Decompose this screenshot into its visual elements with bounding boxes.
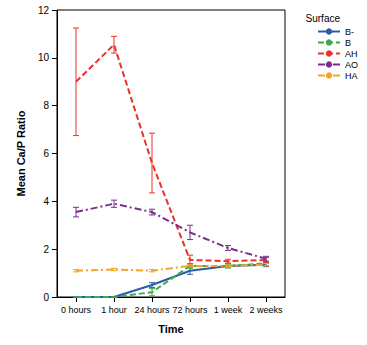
svg-text:B: B <box>345 38 351 48</box>
svg-text:B-: B- <box>345 27 354 37</box>
svg-text:1 week: 1 week <box>214 305 243 315</box>
svg-text:Surface: Surface <box>306 13 341 24</box>
svg-text:72 hours: 72 hours <box>172 305 208 315</box>
svg-text:2 weeks: 2 weeks <box>249 305 283 315</box>
svg-text:HA: HA <box>345 71 358 81</box>
svg-text:Time: Time <box>158 323 183 335</box>
svg-text:12: 12 <box>38 5 50 16</box>
svg-text:10: 10 <box>38 52 50 63</box>
svg-text:2: 2 <box>43 244 49 255</box>
svg-text:1 hour: 1 hour <box>101 305 127 315</box>
svg-text:6: 6 <box>43 148 49 159</box>
svg-text:0 hours: 0 hours <box>61 305 92 315</box>
svg-text:8: 8 <box>43 100 49 111</box>
svg-text:24 hours: 24 hours <box>134 305 170 315</box>
svg-text:AH: AH <box>345 49 358 59</box>
svg-text:4: 4 <box>43 196 49 207</box>
svg-text:Mean Ca/P Ratio: Mean Ca/P Ratio <box>15 110 27 196</box>
svg-text:0: 0 <box>43 292 49 303</box>
svg-text:AO: AO <box>345 60 358 70</box>
